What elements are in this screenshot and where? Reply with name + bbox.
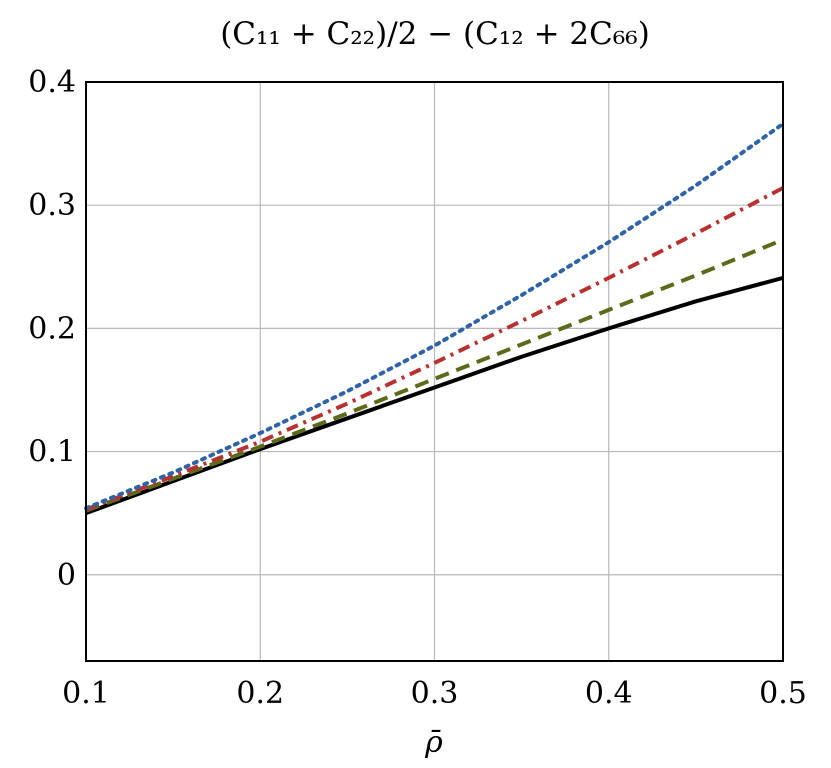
- x-tick-labels: 0.1 0.2 0.3 0.4 0.5: [62, 676, 807, 711]
- x-tick-label: 0.3: [411, 676, 459, 711]
- chart-title: (C₁₁ + C₂₂)/2 − (C₁₂ + 2C₆₆): [220, 16, 650, 52]
- y-tick-label: 0.1: [28, 435, 76, 470]
- y-tick-label: 0.2: [28, 311, 76, 346]
- x-tick-label: 0.4: [585, 676, 633, 711]
- series-line-3: [85, 186, 784, 512]
- series-line-1: [85, 275, 784, 516]
- x-tick-label: 0.1: [62, 676, 110, 711]
- y-tick-label: 0.4: [28, 65, 76, 100]
- y-tick-label: 0.3: [28, 188, 76, 223]
- x-tick-label: 0.5: [759, 676, 807, 711]
- series-line-4: [84, 121, 785, 511]
- x-tick-label: 0.2: [236, 676, 284, 711]
- series-group: [84, 121, 785, 516]
- plot-frame: [85, 81, 784, 662]
- y-tick-label: 0: [57, 558, 76, 593]
- x-axis-label: ρ̄: [424, 725, 443, 760]
- series-line-2: [85, 237, 784, 513]
- grid: [85, 81, 784, 661]
- y-tick-labels: 0 0.1 0.2 0.3 0.4: [28, 65, 76, 593]
